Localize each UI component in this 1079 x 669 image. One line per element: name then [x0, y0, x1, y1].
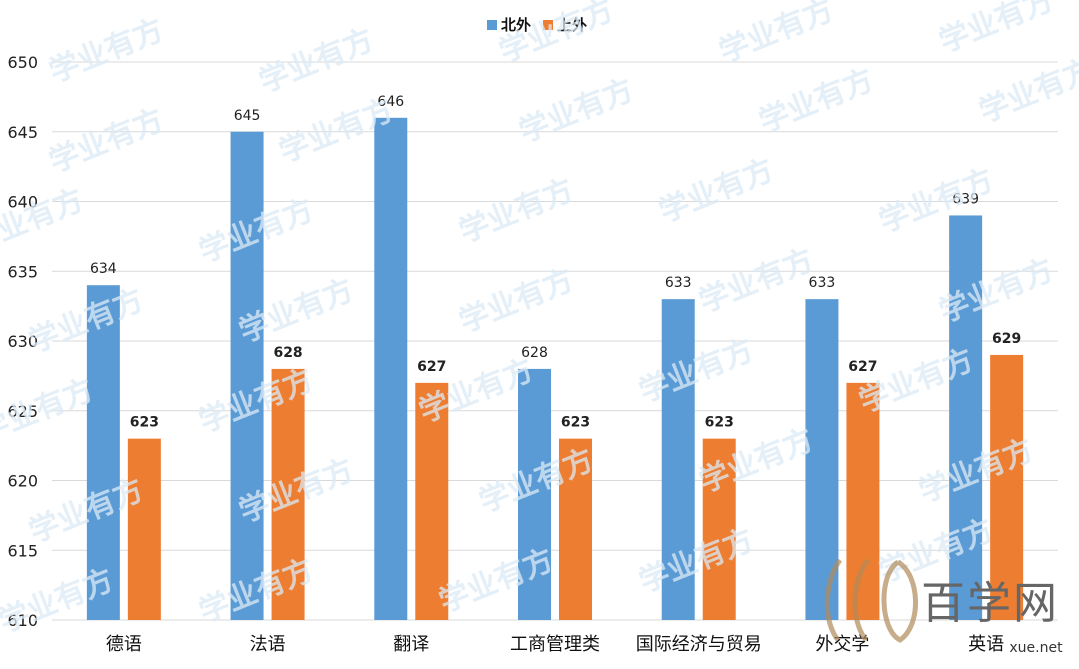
data-label: 623	[130, 415, 159, 431]
gridlines	[52, 61, 1058, 621]
watermark-text: 学业有方	[44, 102, 168, 179]
watermark-text: 学业有方	[974, 52, 1079, 129]
legend-swatch	[487, 20, 497, 30]
watermark-text: 学业有方	[754, 62, 878, 139]
x-tick-label: 外交学	[815, 634, 869, 655]
data-label: 633	[809, 275, 836, 291]
bar-series-1	[230, 131, 264, 620]
data-label: 646	[377, 94, 404, 110]
data-label: 633	[665, 275, 692, 291]
bar-series-1	[374, 117, 408, 621]
watermark-text: 学业有方	[454, 262, 578, 339]
legend: 北外 上外	[487, 16, 587, 34]
watermark-text: 学业有方	[654, 152, 778, 229]
data-label: 628	[521, 345, 548, 361]
y-tick-label: 635	[7, 262, 38, 281]
data-label: 629	[992, 331, 1021, 347]
logo-name: 百学网	[921, 578, 1059, 629]
y-tick-label: 630	[7, 332, 38, 351]
data-labels: 634 623 645 628 646 627 628 623 633 623 633 627 639 6…	[90, 94, 1021, 431]
data-label: 639	[952, 191, 979, 207]
data-label: 645	[234, 108, 261, 124]
data-label: 623	[705, 415, 734, 431]
x-tick-label: 法语	[250, 634, 286, 655]
bar-series-1	[949, 215, 983, 620]
legend-label: 北外	[501, 16, 531, 34]
logo-glyph-icon	[824, 558, 918, 643]
bar-series-1	[518, 368, 551, 620]
data-label: 627	[848, 359, 877, 375]
data-label: 628	[273, 345, 302, 361]
y-tick-label: 620	[7, 472, 38, 491]
bar-series-2	[127, 438, 161, 620]
bars	[86, 117, 1024, 621]
watermark-text: 学业有方	[454, 172, 578, 249]
x-tick-label: 翻译	[393, 634, 429, 655]
watermark-text: 学业有方	[0, 562, 119, 639]
x-axis-ticks: 德语 法语 翻译 工商管理类 国际经济与贸易 外交学 英语	[106, 634, 1004, 655]
watermark-text: 学业有方	[634, 522, 758, 599]
bar-series-2	[702, 438, 736, 620]
y-tick-label: 645	[7, 123, 38, 142]
watermark-text: 学业有方	[694, 422, 818, 499]
y-tick-label: 610	[7, 611, 38, 630]
bar-series-1	[86, 285, 120, 620]
data-label: 634	[90, 261, 117, 277]
legend-swatch	[543, 20, 553, 30]
watermark-text: 学业有方	[514, 72, 638, 149]
watermark-text: 学业有方	[254, 22, 378, 99]
x-tick-label: 英语	[968, 634, 1004, 655]
bar-series-2	[559, 438, 592, 620]
watermark-text: 学业有方	[934, 0, 1058, 60]
logo-mark: 百学网 xue.net	[824, 558, 1063, 656]
bar-series-1	[805, 299, 839, 620]
watermark-text: 学业有方	[24, 282, 148, 359]
watermark-text: 学业有方	[44, 12, 168, 89]
x-tick-label: 工商管理类	[510, 634, 600, 655]
bar-series-2	[271, 368, 305, 620]
y-tick-label: 615	[7, 541, 38, 560]
legend-label: 上外	[557, 16, 587, 34]
bar-series-2	[846, 382, 880, 620]
x-tick-label: 德语	[106, 634, 142, 655]
watermark-text: 学业有方	[714, 0, 838, 70]
bar-series-1	[661, 299, 695, 620]
brand-logo: 百学网 xue.net	[824, 558, 1063, 656]
y-tick-label: 625	[7, 402, 38, 421]
bar-series-2	[415, 382, 449, 620]
y-tick-label: 650	[7, 53, 38, 72]
bar-series-2	[990, 354, 1024, 620]
watermark-text: 学业有方	[694, 242, 818, 319]
data-label: 623	[561, 415, 590, 431]
watermark-text: 学业有方	[494, 0, 618, 70]
watermark-text: 学业有方	[634, 332, 758, 409]
logo-url: xue.net	[1009, 640, 1063, 656]
x-tick-label: 国际经济与贸易	[636, 634, 762, 655]
y-axis-ticks: 610 615 620 625 630 635 640 645 650	[7, 53, 38, 630]
data-label: 627	[417, 359, 446, 375]
y-tick-label: 640	[7, 193, 38, 212]
